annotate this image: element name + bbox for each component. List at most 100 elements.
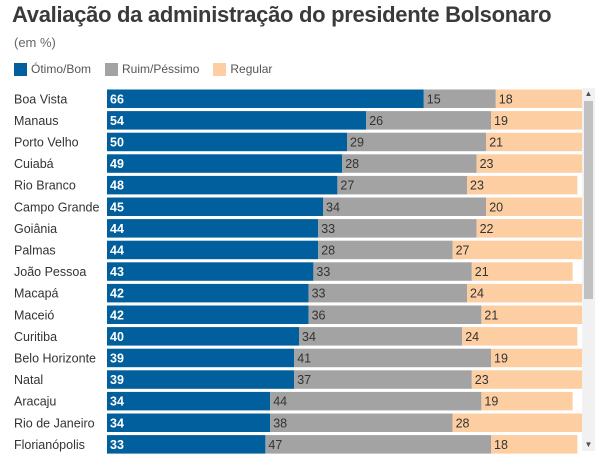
- category-label-rio-branco: Rio Branco: [14, 179, 76, 193]
- data-label-palmas-otimo-bom: 44: [110, 243, 124, 257]
- bar-natal-otimo-bom: [107, 370, 295, 389]
- data-label-aracaju-regular: 19: [484, 395, 498, 409]
- data-label-manaus-regular: 19: [494, 114, 508, 128]
- bar-goiania-regular: [476, 219, 582, 238]
- bar-palmas-otimo-bom: [107, 240, 319, 260]
- data-label-aracaju-otimo-bom: 34: [110, 395, 124, 409]
- category-label-porto-velho: Porto Velho: [14, 135, 79, 149]
- data-label-curitiba-ruim-pessimo: 34: [302, 330, 316, 344]
- data-label-maceio-ruim-pessimo: 36: [312, 308, 326, 322]
- data-label-cuiaba-otimo-bom: 49: [110, 157, 124, 171]
- data-label-rio-branco-ruim-pessimo: 27: [340, 179, 354, 193]
- data-label-rio-branco-otimo-bom: 48: [110, 179, 124, 193]
- bar-manaus-regular: [491, 111, 582, 130]
- data-label-rio-de-janeiro-regular: 28: [456, 416, 470, 430]
- data-label-belo-horizonte-regular: 19: [494, 351, 508, 365]
- data-label-florianopolis-regular: 18: [494, 438, 508, 452]
- bar-palmas-regular: [452, 240, 582, 260]
- data-label-natal-ruim-pessimo: 37: [297, 373, 311, 387]
- data-label-florianopolis-ruim-pessimo: 47: [268, 438, 282, 452]
- data-label-maceio-regular: 21: [484, 308, 498, 322]
- data-label-manaus-otimo-bom: 54: [110, 114, 124, 128]
- category-label-rio-de-janeiro: Rio de Janeiro: [14, 416, 95, 430]
- bar-chart: Boa Vista 66 15 18 Manaus 54 26 19 Porto Velho 50…: [14, 89, 582, 454]
- legend-swatch-ruim-pessimo: [105, 62, 119, 76]
- scrollbar-thumb[interactable]: [584, 101, 593, 299]
- data-label-maceio-otimo-bom: 42: [110, 308, 124, 322]
- category-label-aracaju: Aracaju: [14, 395, 56, 409]
- bar-porto-velho-ruim-pessimo: [347, 132, 487, 152]
- data-label-palmas-regular: 27: [456, 243, 470, 257]
- bar-joao-pessoa-otimo-bom: [107, 262, 314, 281]
- data-label-rio-de-janeiro-otimo-bom: 34: [110, 416, 124, 430]
- chart-scroll-area[interactable]: Boa Vista 66 15 18 Manaus 54 26 19 Porto Velho 50…: [0, 88, 582, 461]
- data-label-curitiba-otimo-bom: 40: [110, 330, 124, 344]
- bar-natal-ruim-pessimo: [294, 370, 472, 389]
- vertical-scrollbar[interactable]: ▲ ▼: [582, 88, 595, 451]
- data-label-joao-pessoa-ruim-pessimo: 33: [316, 265, 330, 279]
- bar-campo-grande-regular: [486, 197, 582, 216]
- category-label-joao-pessoa: João Pessoa: [14, 265, 86, 279]
- legend-item-otimo-bom: Ótimo/Bom: [14, 62, 91, 76]
- bar-goiania-ruim-pessimo: [318, 219, 477, 238]
- bar-porto-velho-otimo-bom: [107, 132, 347, 152]
- legend-item-ruim-pessimo: Ruim/Péssimo: [105, 62, 199, 76]
- bar-florianopolis-otimo-bom: [107, 435, 266, 454]
- legend-swatch-regular: [213, 62, 227, 76]
- bar-porto-velho-regular: [486, 132, 582, 152]
- data-label-boa-vista-regular: 18: [499, 92, 513, 106]
- legend-swatch-otimo-bom: [14, 62, 27, 76]
- bar-rio-branco-ruim-pessimo: [337, 175, 467, 195]
- category-label-natal: Natal: [14, 373, 43, 387]
- bar-natal-regular: [471, 370, 582, 389]
- legend-item-regular: Regular: [213, 62, 272, 76]
- data-label-manaus-ruim-pessimo: 26: [369, 114, 383, 128]
- bar-manaus-ruim-pessimo: [366, 111, 491, 130]
- data-label-palmas-ruim-pessimo: 28: [321, 243, 335, 257]
- legend-label-otimo-bom: Ótimo/Bom: [31, 62, 92, 76]
- data-label-macapa-otimo-bom: 42: [110, 287, 124, 301]
- scroll-up-icon[interactable]: ▲: [584, 89, 593, 98]
- chart-subtitle: (em %): [14, 35, 56, 50]
- bar-maceio-otimo-bom: [107, 305, 309, 324]
- chart-title: Avaliação da administração do presidente…: [12, 2, 552, 27]
- bar-joao-pessoa-ruim-pessimo: [313, 262, 472, 281]
- bar-rio-de-janeiro-regular: [452, 413, 582, 432]
- category-label-boa-vista: Boa Vista: [14, 92, 67, 106]
- data-label-cuiaba-regular: 23: [480, 157, 494, 171]
- data-label-curitiba-regular: 24: [465, 330, 479, 344]
- category-label-palmas: Palmas: [14, 243, 56, 257]
- scroll-down-icon[interactable]: ▼: [584, 440, 593, 449]
- category-label-belo-horizonte: Belo Horizonte: [14, 351, 96, 365]
- data-label-belo-horizonte-otimo-bom: 39: [110, 351, 124, 365]
- bar-maceio-regular: [481, 305, 582, 324]
- data-label-campo-grande-ruim-pessimo: 34: [326, 200, 340, 214]
- bar-macapa-ruim-pessimo: [308, 283, 467, 303]
- data-label-joao-pessoa-regular: 21: [475, 265, 489, 279]
- data-label-porto-velho-otimo-bom: 50: [110, 135, 124, 149]
- bar-macapa-otimo-bom: [107, 283, 309, 303]
- bar-boa-vista-otimo-bom: [107, 89, 424, 108]
- category-label-goiania: Goiânia: [14, 222, 57, 236]
- bar-macapa-regular: [467, 283, 582, 303]
- bar-aracaju-regular: [481, 391, 573, 411]
- bar-belo-horizonte-regular: [491, 348, 582, 368]
- category-label-cuiaba: Cuiabá: [14, 157, 54, 171]
- category-label-manaus: Manaus: [14, 114, 58, 128]
- data-label-porto-velho-regular: 21: [489, 135, 503, 149]
- bar-cuiaba-ruim-pessimo: [342, 154, 477, 173]
- data-label-aracaju-ruim-pessimo: 44: [273, 395, 287, 409]
- data-label-campo-grande-regular: 20: [489, 200, 503, 214]
- category-label-macapa: Macapá: [14, 287, 59, 301]
- bar-florianopolis-ruim-pessimo: [265, 435, 491, 454]
- data-label-belo-horizonte-ruim-pessimo: 41: [297, 351, 311, 365]
- data-label-boa-vista-ruim-pessimo: 15: [427, 92, 441, 106]
- data-label-rio-de-janeiro-ruim-pessimo: 38: [273, 416, 287, 430]
- category-label-campo-grande: Campo Grande: [14, 200, 100, 214]
- bar-rio-branco-otimo-bom: [107, 175, 338, 195]
- bar-rio-de-janeiro-ruim-pessimo: [270, 413, 453, 432]
- bar-campo-grande-otimo-bom: [107, 197, 323, 216]
- bar-cuiaba-otimo-bom: [107, 154, 343, 173]
- bar-aracaju-ruim-pessimo: [270, 391, 482, 411]
- bar-palmas-ruim-pessimo: [318, 240, 453, 260]
